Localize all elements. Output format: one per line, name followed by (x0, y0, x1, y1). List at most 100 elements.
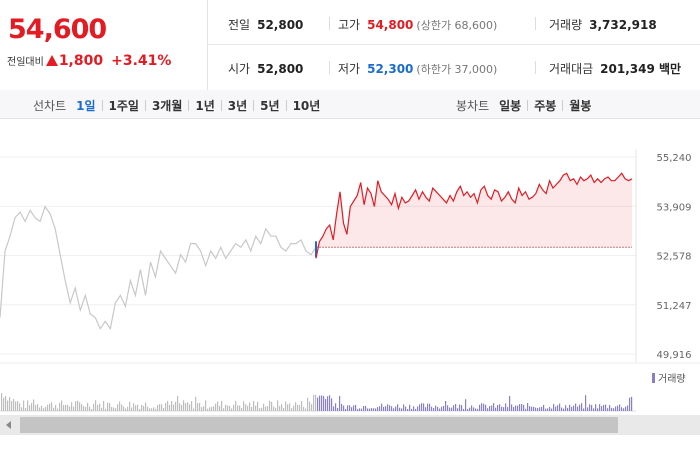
volume-bar (169, 404, 171, 411)
volume-bar (463, 408, 465, 411)
volume-bar (433, 407, 435, 411)
chart-scrollbar[interactable] (0, 415, 700, 435)
volume-bar (419, 404, 421, 411)
volume-bar (547, 408, 549, 411)
volume-bar (267, 406, 269, 411)
volume-bar (189, 404, 191, 411)
low-label: 저가 (338, 62, 361, 76)
volume-bar (283, 407, 285, 411)
volume-bar (425, 407, 427, 411)
volume-bar (405, 406, 407, 411)
volume-bar (531, 406, 533, 411)
volume-bar (221, 400, 223, 411)
period-1y[interactable]: 1년 (195, 99, 215, 113)
volume-bar (587, 407, 589, 411)
volume-bar (453, 405, 455, 411)
volume-bar (129, 401, 131, 411)
candle-daily[interactable]: 일봉 (499, 99, 522, 113)
candle-weekly[interactable]: 주봉 (534, 99, 557, 113)
today-fill-area (316, 173, 632, 248)
volume-bar (535, 407, 537, 411)
volume-bar (193, 408, 195, 411)
volume-bar (265, 406, 267, 411)
volume-bar (363, 406, 365, 411)
volume-bar (181, 405, 183, 411)
volume-bar (571, 406, 573, 411)
volume-bar (559, 403, 561, 411)
volume-bar (207, 408, 209, 411)
y-tick-label: 53,909 (657, 202, 692, 213)
period-5y[interactable]: 5년 (260, 99, 280, 113)
volume-bar (143, 405, 145, 411)
lower-limit: (하한가 37,000) (416, 63, 498, 76)
volume-bar (523, 404, 525, 411)
volume-bar (245, 404, 247, 411)
volume-bar (371, 408, 373, 411)
volume-bar (69, 406, 71, 411)
volume-bar (89, 406, 91, 411)
scroll-left-button[interactable] (0, 415, 20, 435)
volume-bar (395, 406, 397, 411)
trade-value: 거래대금 201,349 백만 (549, 60, 681, 77)
volume-bar (503, 407, 505, 411)
volume-bar (273, 406, 275, 411)
candle-monthly[interactable]: 월봉 (569, 99, 592, 113)
volume-bar (209, 407, 211, 411)
volume-bar (317, 397, 319, 411)
volume-bar (333, 406, 335, 411)
volume-bar (161, 404, 163, 411)
change-percent: +3.41% (111, 53, 172, 69)
volume-bar (557, 405, 559, 411)
volume-bar (39, 407, 41, 411)
volume-bar (493, 403, 495, 411)
scroll-thumb[interactable] (20, 417, 618, 433)
volume-bar (621, 407, 623, 411)
volume-bar (77, 400, 79, 411)
volume-bar (477, 408, 479, 411)
volume-bar (183, 400, 185, 411)
volume-bar (511, 404, 513, 411)
volume-bar (595, 404, 597, 411)
volume-bar (27, 400, 29, 411)
volume-bar (437, 406, 439, 411)
volume-bar (1, 393, 3, 411)
low-price: 저가 52,300 (하한가 37,000) (338, 60, 497, 77)
period-1w[interactable]: 1주일 (108, 99, 139, 113)
volume-bar (323, 396, 325, 411)
high-label: 고가 (338, 18, 361, 32)
volume-bar (229, 406, 231, 411)
volume-bar (599, 404, 601, 411)
volume-bar (71, 402, 73, 411)
volume-bar (529, 406, 531, 411)
volume-bar (93, 403, 95, 411)
volume-bar (15, 401, 17, 411)
prev-close: 전일 52,800 (228, 16, 303, 33)
volume-bar (299, 405, 301, 411)
period-1d[interactable]: 1일 (76, 99, 96, 113)
volume-bar (157, 405, 159, 411)
volume-bar (25, 407, 27, 411)
volume-bar (343, 405, 345, 411)
volume-bar (191, 401, 193, 411)
volume-bar (91, 408, 93, 411)
volume-bar (457, 408, 459, 411)
volume-bar (197, 403, 199, 411)
volume-bar (321, 395, 323, 411)
period-3m[interactable]: 3개월 (151, 99, 183, 113)
volume-bar (217, 401, 219, 411)
volume-bar (247, 405, 249, 411)
volume-bar (553, 403, 555, 411)
period-3y[interactable]: 3년 (227, 99, 248, 113)
volume-bar (441, 406, 443, 411)
volume-bar (125, 408, 127, 411)
volume-bar (565, 405, 567, 411)
volume-bar (567, 407, 569, 411)
volume-bar (481, 403, 483, 411)
volume-bar (581, 403, 583, 411)
period-10y[interactable]: 10년 (292, 99, 321, 113)
volume-bar (147, 406, 149, 411)
volume-bar (179, 403, 181, 411)
volume-bar (121, 404, 123, 411)
volume-bar (235, 400, 237, 411)
volume-bar (507, 407, 509, 411)
